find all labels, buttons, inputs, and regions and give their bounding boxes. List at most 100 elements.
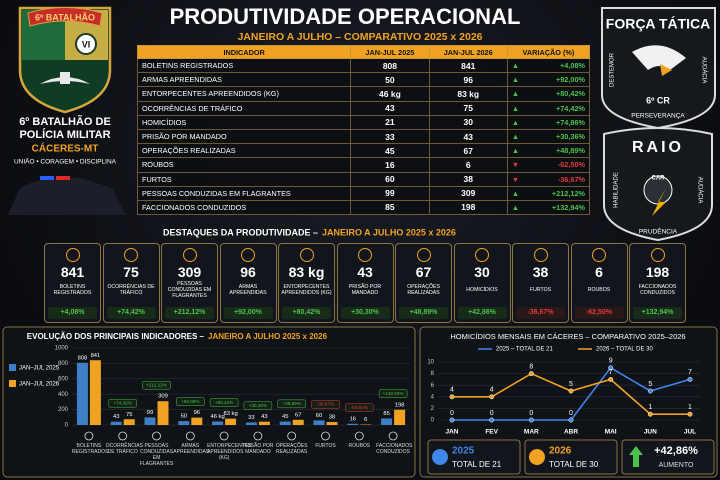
motto: UNIÃO • CORAGEM • DISCIPLINA [14, 157, 117, 166]
value-label: 99 [147, 410, 153, 416]
column-header: INDICADOR [136, 45, 352, 59]
card-change: +80,42% [282, 307, 331, 319]
bar [394, 409, 406, 425]
bar [258, 421, 270, 425]
category-icon [388, 431, 398, 441]
card-label: FURTOS [529, 286, 552, 293]
annotation-box [277, 399, 306, 409]
chart-title: EVOLUÇÃO DOS PRINCIPAIS INDICADORES – [27, 332, 205, 341]
summary-change: +42,86% [654, 445, 698, 457]
point [449, 417, 455, 423]
highlight-card: 43 PRISÃO POR MANDADO +30,30% [336, 243, 394, 323]
ribbon [27, 7, 103, 27]
variation-cell: ▲ +74,86% [506, 114, 591, 130]
chart-title: HOMICÍDIOS MENSAIS EM CÁCERES – COMPARAT… [450, 332, 685, 341]
bar [292, 419, 304, 425]
variation-cell: ▼ -36,67% [506, 171, 591, 187]
x-tick-label: PRISÃO POR MANDADO [242, 443, 274, 455]
card-value: 43 [357, 264, 373, 280]
point-label: 7 [688, 369, 692, 376]
value-label: 841 [91, 353, 101, 359]
unit-line2: POLÍCIA MILITAR [19, 128, 110, 141]
indicator: PRISÃO POR MANDADO [136, 128, 352, 145]
y-tick-label: 2 [431, 406, 435, 412]
value: 45 [350, 143, 430, 159]
trend-arrow: ▲ [511, 103, 520, 113]
summary-text: TOTAL DE 30 [549, 460, 599, 469]
badge-ribbon: PERSEVERANÇA [631, 113, 685, 120]
point-label: 1 [688, 404, 692, 411]
variation-cell: ▲ +48,89% [506, 143, 591, 159]
point-label: 4 [450, 387, 454, 394]
x-tick-label: OCORRÊNCIAS DE TRÁFICO [105, 443, 143, 455]
icon [299, 248, 314, 262]
card-change: +92,00% [223, 307, 273, 319]
card-value: 841 [60, 264, 85, 280]
x-tick-label: ARMAS APREENDIDAS [173, 443, 210, 455]
summary-year: 2025 [452, 446, 475, 457]
bar [110, 421, 122, 425]
trend-arrow: ▲ [511, 146, 520, 156]
x-tick-label: FACCIONADOS CONDUZIDOS [376, 443, 413, 455]
category-icon [84, 431, 94, 441]
column-header: VARIAÇÃO (%) [506, 45, 591, 59]
x-tick-label: ROUBOS [348, 443, 371, 449]
badge-right: AUDÁCIA [696, 177, 703, 204]
icon [592, 248, 606, 262]
value-label: 309 [158, 394, 168, 400]
indicator: OCORRÊNCIAS DE TRÁFICO [136, 100, 352, 116]
roman: VI [82, 39, 91, 49]
card-change: +74,42% [106, 307, 156, 319]
bar [279, 421, 291, 425]
card-value: 83 kg [288, 264, 325, 280]
point-label: 0 [450, 410, 454, 417]
variation: +212,12% [551, 188, 585, 198]
icon [650, 248, 665, 262]
annotation: +132,94% [383, 391, 404, 396]
point-label: 0 [529, 410, 533, 417]
point-label: 5 [569, 381, 573, 388]
card-value: 38 [532, 264, 549, 280]
title: PRODUTIVIDADE OPERACIONAL [170, 4, 521, 29]
card-label: ENTORPECENTES APREENDIDOS (KG) [281, 283, 332, 296]
point-label: 4 [490, 387, 494, 394]
trend-arrow: ▲ [511, 202, 520, 212]
table-header-row: INDICADOR JAN-JUL 2025 JAN-JUL 2026 VARIAÇÃ… [136, 45, 591, 59]
icon [358, 248, 372, 262]
value-label: 43 [261, 414, 267, 420]
badge-unit: 6º CR [646, 95, 670, 105]
x-tick-label: JUL [684, 429, 696, 436]
variation: -62,50% [557, 160, 585, 170]
point-label: 0 [569, 410, 573, 417]
card-value: 6 [595, 264, 603, 280]
value-label: 38 [329, 415, 335, 421]
point [568, 388, 574, 394]
category-icon [253, 431, 263, 441]
trend-arrow: ▲ [511, 132, 520, 142]
value-label: 6 [364, 417, 367, 423]
table-row: BOLETINS REGISTRADOS 808 841 ▲ +4,08% [136, 57, 591, 74]
point-label: 8 [529, 363, 533, 370]
summary-text: TOTAL DE 21 [452, 460, 502, 469]
value-label: 33 [248, 415, 254, 421]
highlight-card: 75 OCORRÊNCIAS DE TRÁFICO +74,42% [102, 243, 160, 323]
card-value: 30 [474, 264, 490, 280]
variation-cell: ▲ +212,12% [506, 185, 591, 201]
icon [241, 248, 255, 262]
point [608, 365, 614, 371]
legend-swatch [9, 380, 16, 387]
trend-arrow: ▲ [511, 89, 520, 99]
indicator: PESSOAS CONDUZIDAS EM FLAGRANTES [136, 185, 352, 201]
table-row: HOMICÍDIOS 21 30 ▲ +74,86% [136, 114, 591, 130]
value: 38 [428, 171, 508, 187]
category-icon [219, 431, 229, 441]
variation: +4,08% [560, 61, 585, 71]
point [449, 394, 455, 400]
point [528, 371, 534, 377]
trend-arrow: ▼ [511, 160, 520, 170]
value-label: 60 [316, 413, 322, 419]
variation-cell: ▲ +4,08% [506, 57, 591, 74]
point [489, 394, 495, 400]
value-label: 50 [181, 414, 187, 420]
highlight-card: 67 OPERAÇÕES REALIZADAS +48,89% [395, 243, 452, 323]
